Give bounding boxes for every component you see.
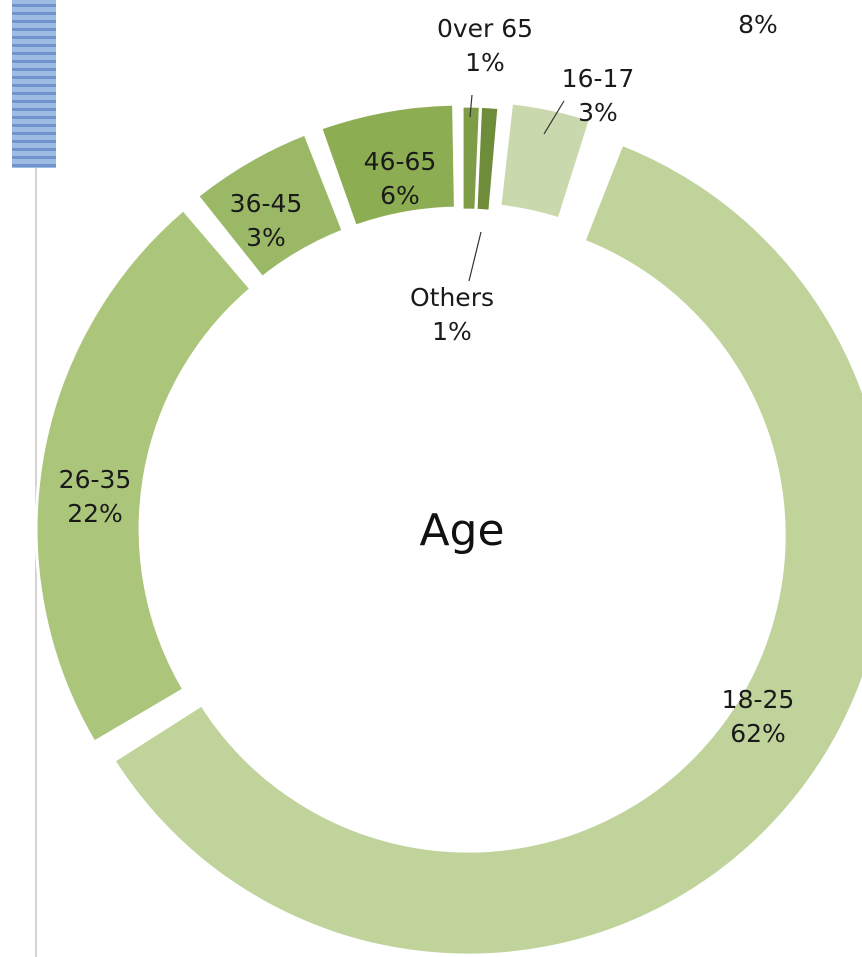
- slice-value-label: 22%: [67, 499, 123, 528]
- strip-stripe: [12, 164, 56, 167]
- slice-value-label: 62%: [730, 719, 786, 748]
- strip-stripe: [12, 28, 56, 31]
- strip-stripe: [12, 140, 56, 143]
- strip-stripe: [12, 148, 56, 151]
- strip-stripe: [12, 108, 56, 111]
- strip-stripe: [12, 76, 56, 79]
- slice-category-label: Others: [410, 283, 494, 312]
- strip-stripe: [12, 60, 56, 63]
- stray-percent-label: 8%: [738, 10, 778, 39]
- strip-stripe: [12, 12, 56, 15]
- strip-stripe: [12, 132, 56, 135]
- strip-stripe: [12, 4, 56, 7]
- strip-stripe: [12, 44, 56, 47]
- strip-stripe: [12, 52, 56, 55]
- slice-label: 0ver 65 1%: [437, 14, 533, 77]
- slice-category-label: 26-35: [59, 465, 132, 494]
- strip-stripe: [12, 124, 56, 127]
- slice-value-label: 1%: [465, 48, 505, 77]
- cropped-sidebar-strip: [12, 0, 56, 168]
- slice-category-label: 36-45: [230, 189, 303, 218]
- strip-stripe: [12, 100, 56, 103]
- slice-value-label: 3%: [246, 223, 286, 252]
- strip-stripe: [12, 36, 56, 39]
- slice-label: Others 1%: [410, 283, 494, 346]
- slice-value-label: 3%: [578, 98, 618, 127]
- slice-value-label: 6%: [380, 181, 420, 210]
- strip-stripe: [12, 116, 56, 119]
- strip-stripe: [12, 92, 56, 95]
- slice-category-label: 18-25: [722, 685, 795, 714]
- strip-stripe: [12, 20, 56, 23]
- strip-stripe: [12, 68, 56, 71]
- donut-slice-others: [476, 106, 499, 211]
- leader-line: [469, 232, 481, 281]
- slice-category-label: 0ver 65: [437, 14, 533, 43]
- slice-category-label: 46-65: [364, 147, 437, 176]
- donut-slice-16-17: [500, 103, 591, 219]
- chart-center-title: Age: [419, 505, 504, 556]
- strip-stripe: [12, 84, 56, 87]
- slice-category-label: 16-17: [562, 64, 635, 93]
- slice-value-label: 1%: [432, 317, 472, 346]
- strip-stripe: [12, 156, 56, 159]
